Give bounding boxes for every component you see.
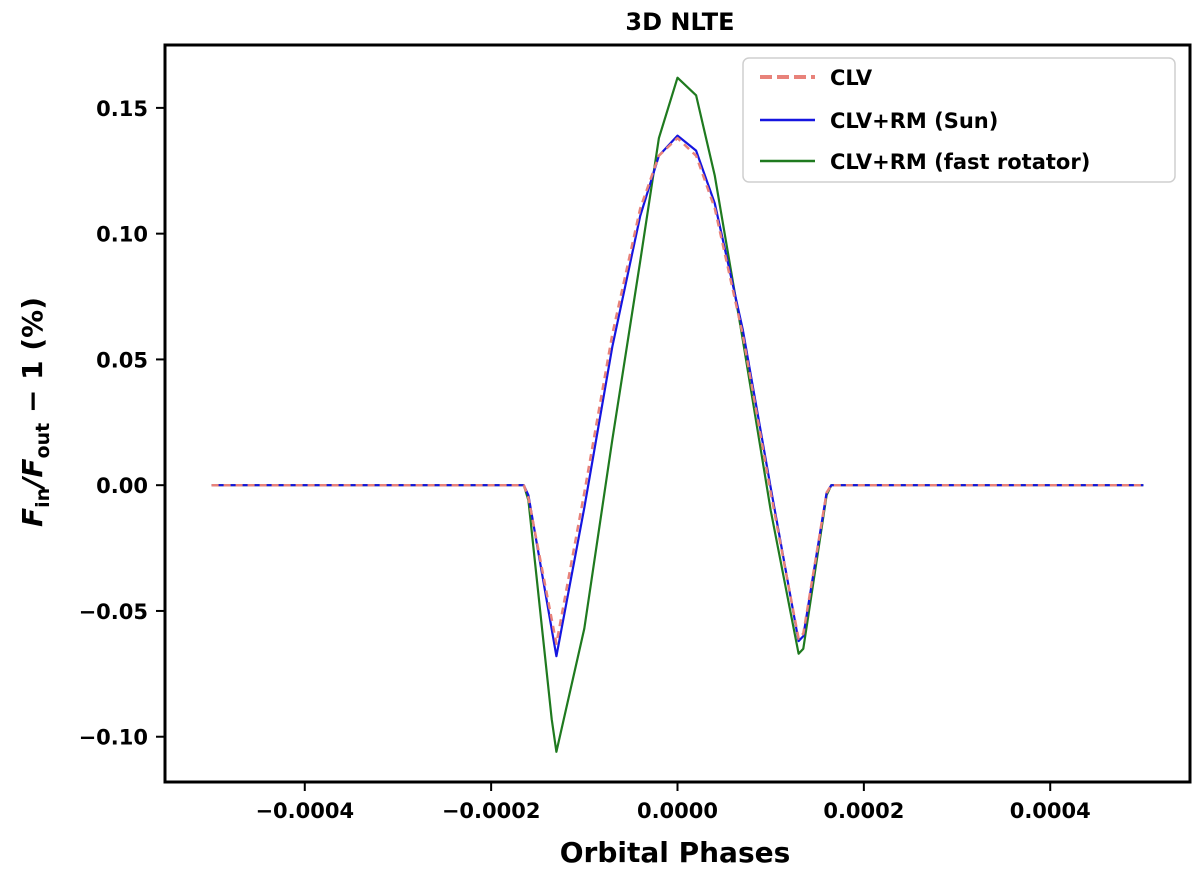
- x-tick-label: 0.0004: [1010, 799, 1091, 823]
- y-label-f2: F: [16, 458, 49, 477]
- legend-box: [742, 57, 1176, 183]
- y-tick-label: 0.10: [96, 223, 148, 247]
- y-axis: −0.10 −0.05 0.00 0.05 0.10 0.15: [79, 97, 165, 750]
- chart-title: 3D NLTE: [625, 8, 734, 36]
- x-tick-label: 0.0002: [823, 799, 904, 823]
- y-label-rest: − 1 (%): [16, 297, 49, 423]
- series-line-1: [211, 134, 1144, 658]
- y-tick-label: −0.10: [79, 726, 148, 750]
- x-tick-label: −0.0002: [442, 799, 541, 823]
- x-axis: −0.0004 −0.0002 0.0000 0.0002 0.0004: [255, 782, 1091, 823]
- legend-label-clv-rm-sun: CLV+RM (Sun): [830, 109, 998, 133]
- y-label-sub2: out: [32, 423, 54, 459]
- legend-label-clv-rm-fast: CLV+RM (fast rotator): [830, 150, 1090, 174]
- x-tick-label: 0.0000: [637, 799, 718, 823]
- y-tick-label: 0.00: [96, 474, 148, 498]
- legend-label-clv: CLV: [830, 66, 873, 90]
- series-line-2: [211, 76, 1144, 753]
- y-tick-label: −0.05: [79, 600, 148, 624]
- x-tick-label: −0.0004: [255, 799, 354, 823]
- y-axis-label: Fin/Fout − 1 (%): [16, 297, 54, 527]
- series-group: [211, 76, 1144, 753]
- y-label-slash: /: [16, 475, 49, 491]
- x-axis-label: Orbital Phases: [560, 836, 791, 869]
- legend: CLV CLV+RM (Sun) CLV+RM (fast rotator): [742, 57, 1176, 183]
- y-tick-label: 0.15: [96, 97, 148, 121]
- series-line-0: [211, 136, 1144, 645]
- y-label-sub1: in: [32, 488, 54, 508]
- y-tick-label: 0.05: [96, 348, 148, 372]
- y-label-f1: F: [16, 508, 49, 527]
